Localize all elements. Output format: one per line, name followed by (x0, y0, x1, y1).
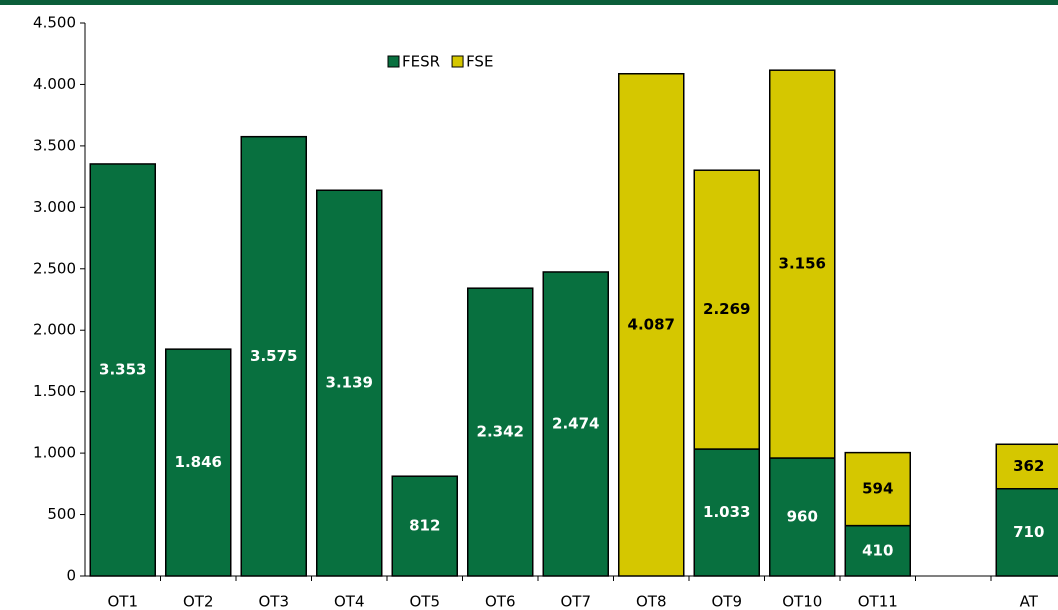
bar-segment (391, 475, 458, 577)
x-tick-label: OT9 (711, 593, 742, 610)
x-tick-label: OT5 (409, 593, 440, 610)
x-tick-label: OT2 (183, 593, 214, 610)
value-label: 594 (862, 480, 893, 498)
bar-segment (89, 163, 156, 577)
bar-segment (542, 271, 609, 577)
value-label: 362 (1013, 457, 1044, 475)
legend-swatch (451, 55, 464, 68)
y-tick-label: 2.500 (33, 259, 76, 277)
bar-segment (240, 135, 307, 577)
x-tick-label: AT (1020, 593, 1039, 610)
x-tick-label: OT4 (334, 593, 365, 610)
legend-label: FSE (466, 53, 493, 71)
value-label: 2.474 (552, 414, 599, 432)
value-label: 410 (862, 541, 893, 559)
bar-segment (693, 448, 760, 577)
y-tick-label: 1.000 (33, 444, 76, 462)
value-label: 2.342 (477, 423, 524, 441)
bar-segment (769, 69, 836, 459)
x-tick-label: OT1 (107, 593, 138, 610)
value-label: 2.269 (703, 300, 750, 318)
bar-segment (693, 169, 760, 450)
bar-segment (769, 457, 836, 577)
bar-segment (995, 487, 1058, 577)
value-label: 710 (1013, 523, 1044, 541)
value-label: 1.846 (175, 453, 222, 471)
bar-segment (316, 189, 383, 577)
x-tick-label: OT8 (636, 593, 667, 610)
y-tick-label: 500 (47, 505, 76, 523)
bar-segment (165, 348, 232, 577)
y-tick-label: 4.000 (33, 75, 76, 93)
top-band (0, 0, 1058, 5)
x-tick-label: OT11 (858, 593, 898, 610)
y-tick-label: 3.500 (33, 136, 76, 154)
value-label: 3.139 (326, 374, 373, 392)
y-tick-label: 3.000 (33, 198, 76, 216)
value-label: 960 (787, 508, 818, 526)
legend-label: FESR (402, 53, 440, 71)
value-label: 812 (409, 517, 440, 535)
value-label: 4.087 (628, 315, 675, 333)
value-label: 3.575 (250, 347, 297, 365)
bar-segment (618, 73, 685, 577)
bar-segment (995, 443, 1058, 490)
x-tick-label: OT10 (782, 593, 822, 610)
bar-segment (844, 524, 911, 577)
value-label: 3.353 (99, 360, 146, 378)
legend-swatch (387, 55, 400, 68)
y-tick-label: 2.000 (33, 321, 76, 339)
y-tick-label: 0 (66, 567, 76, 585)
x-tick-label: OT6 (485, 593, 516, 610)
bar-segment (467, 287, 534, 577)
x-tick-label: OT3 (258, 593, 289, 610)
y-tick-label: 1.500 (33, 382, 76, 400)
y-tick-label: 4.500 (33, 14, 76, 32)
value-label: 1.033 (703, 503, 750, 521)
value-label: 3.156 (779, 255, 826, 273)
x-tick-label: OT7 (560, 593, 591, 610)
bar-segment (844, 451, 911, 527)
